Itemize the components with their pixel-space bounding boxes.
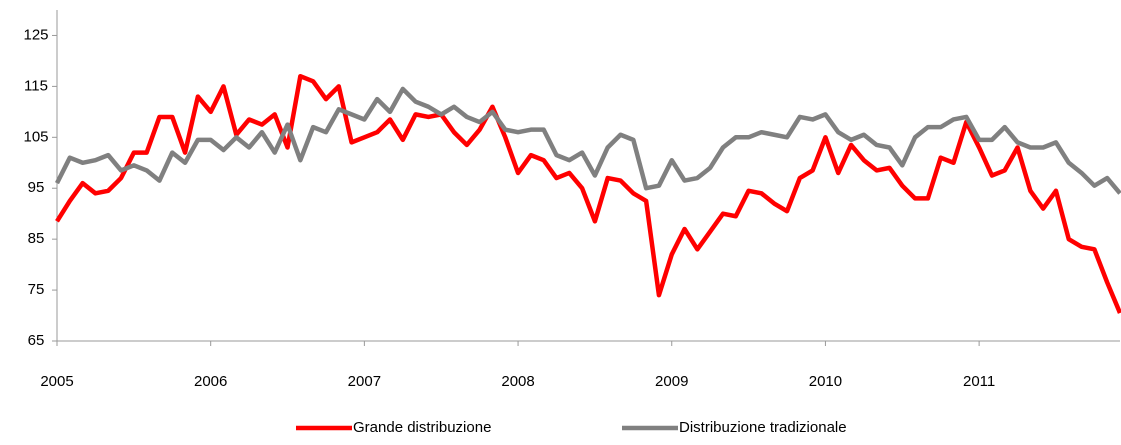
y-tick-label: 95 [28,179,45,196]
y-tick-label: 125 [23,26,48,43]
y-tick-label: 115 [24,77,48,94]
y-tick-label: 105 [23,128,48,145]
x-tick-label: 2009 [655,373,688,390]
x-tick-label: 2008 [501,373,534,390]
x-tick-label: 2006 [194,373,227,390]
x-tick-label: 2007 [348,373,381,390]
x-tick-label: 2011 [963,373,995,390]
y-tick-label: 65 [28,332,45,349]
y-tick-label: 85 [28,230,45,247]
series-line [55,73,1121,314]
legend-label: Distribuzione tradizionale [679,419,847,436]
x-tick-label: 2010 [809,373,842,390]
x-tick-label: 2005 [40,373,73,390]
y-tick-label: 75 [28,281,45,298]
series-line [54,86,1121,195]
legend-label: Grande distribuzione [353,419,491,436]
